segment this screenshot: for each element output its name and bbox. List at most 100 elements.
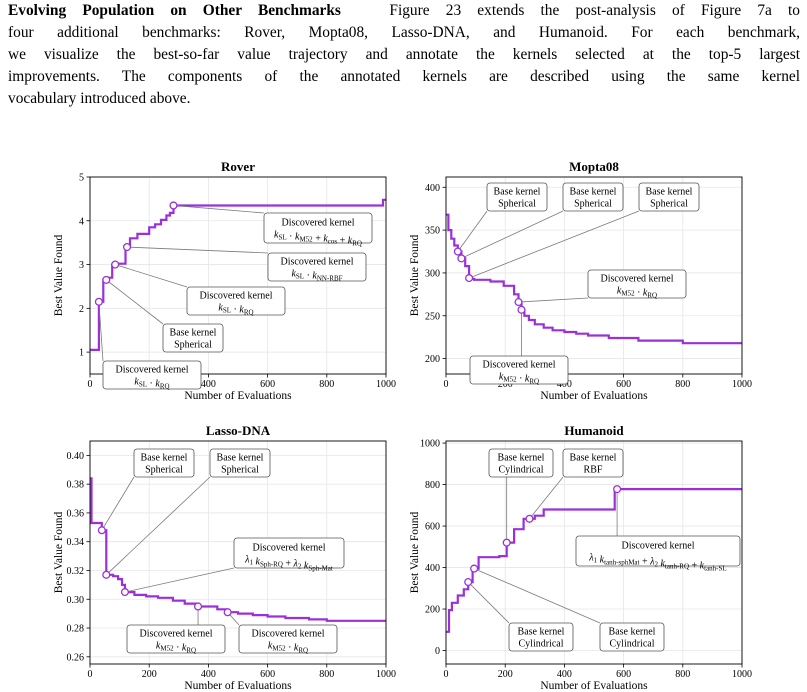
annotation-leader — [101, 476, 135, 531]
x-tick-label: 1000 — [376, 379, 396, 390]
x-tick-label: 800 — [675, 669, 690, 680]
y-tick-label: 0.32 — [67, 566, 85, 577]
annotation-box — [575, 535, 741, 567]
x-tick-label: 1000 — [376, 669, 396, 680]
y-tick-label: 4 — [79, 216, 84, 227]
annotation-leader — [468, 210, 640, 279]
series-line — [446, 488, 742, 633]
improvement-marker — [102, 275, 111, 284]
improvement-marker — [464, 578, 473, 587]
paragraph-line-4: improvements. The components of the anno… — [8, 68, 800, 85]
annotation-box — [587, 269, 687, 299]
y-tick-label: 0 — [435, 646, 440, 657]
annotation-line-2: Spherical — [221, 465, 259, 476]
annotation-leader — [467, 581, 510, 624]
annotation-math: kSL · kRQ — [218, 303, 253, 317]
x-tick-label: 200 — [498, 379, 513, 390]
y-tick-label: 0.28 — [67, 624, 85, 635]
y-tick-label: 400 — [425, 563, 440, 574]
annotation-box — [133, 448, 195, 478]
x-tick-label: 400 — [557, 669, 572, 680]
annotation-line-2: Spherical — [145, 465, 183, 476]
annotation-line-1: Base kernel — [498, 453, 545, 464]
annotation-math: kSL · kRQ — [134, 377, 169, 391]
x-axis-label: Number of Evaluations — [184, 680, 292, 692]
annotation-line-1: Base kernel — [570, 453, 617, 464]
annotation-line-1: Base kernel — [217, 453, 264, 464]
annotation-box — [209, 448, 271, 478]
x-tick-label: 0 — [88, 379, 93, 390]
annotation-line-1: Base kernel — [518, 627, 565, 638]
x-axis-label: Number of Evaluations — [540, 680, 648, 692]
annotation-box — [508, 622, 574, 652]
annotation-math: kSL · kNN-RBF — [291, 269, 342, 283]
y-tick-label: 5 — [79, 173, 84, 184]
x-tick-label: 1000 — [732, 669, 752, 680]
series-line — [90, 477, 386, 622]
paragraph-line-2: four additional benchmarks: Rover, Mopta… — [8, 24, 800, 41]
y-axis-label: Best Value Found — [409, 234, 421, 316]
annotation-math: kM52 · kRQ — [156, 641, 196, 655]
annotation-box — [263, 212, 373, 244]
y-tick-label: 200 — [425, 354, 440, 365]
annotation-box — [562, 448, 624, 478]
improvement-marker — [457, 254, 466, 263]
annotation-box — [486, 182, 548, 212]
axes-frame — [89, 176, 387, 375]
paragraph-line-3: we visualize the best-so-far value traje… — [8, 46, 800, 63]
chart-title: Humanoid — [564, 423, 624, 438]
annotation-leader — [173, 205, 265, 214]
annotation-box — [102, 360, 202, 390]
chart-title: Rover — [221, 159, 255, 174]
improvement-marker — [94, 297, 103, 306]
caption-paragraph: Evolving Population on Other Benchmarks … — [8, 0, 800, 110]
annotation-math: λ1 ktanh-sphMat + λ2 ktanh-RQ + ktanh-SL — [588, 553, 726, 573]
annotation-box — [186, 286, 286, 316]
improvement-marker — [122, 242, 132, 252]
improvement-marker — [169, 201, 178, 210]
annotation-leader — [124, 567, 235, 593]
annotation-line-2: Spherical — [498, 199, 536, 210]
x-tick-label: 600 — [260, 669, 275, 680]
x-tick-label: 600 — [616, 669, 631, 680]
x-tick-label: 800 — [319, 669, 334, 680]
y-tick-label: 0.34 — [67, 537, 85, 548]
x-tick-label: 0 — [444, 669, 449, 680]
annotation-leader — [473, 568, 601, 624]
improvement-marker — [465, 274, 474, 283]
y-tick-label: 3 — [79, 260, 84, 271]
x-tick-label: 400 — [201, 669, 216, 680]
chart-title: Mopta08 — [569, 159, 619, 174]
paragraph-line-1: Evolving Population on Other Benchmarks … — [8, 0, 800, 22]
x-tick-label: 800 — [675, 379, 690, 390]
annotation-box — [233, 537, 345, 569]
y-tick-label: 0.36 — [67, 508, 85, 519]
annotation-leader — [457, 210, 488, 252]
y-tick-label: 1 — [79, 348, 84, 359]
improvement-marker — [517, 305, 526, 314]
x-tick-label: 400 — [557, 379, 572, 390]
annotation-leader — [98, 301, 104, 362]
annotation-line-1: Discovered kernel — [621, 541, 694, 552]
annotation-leader — [115, 264, 188, 288]
annotation-box — [599, 622, 665, 652]
annotation-box — [162, 323, 224, 353]
annotation-line-2: Cylindrical — [499, 465, 544, 476]
annotation-box — [469, 355, 569, 385]
y-axis-label: Best Value Found — [53, 234, 65, 316]
y-tick-label: 400 — [425, 183, 440, 194]
annotation-leader — [126, 246, 269, 254]
annotation-leader — [106, 279, 164, 325]
annotation-line-1: Base kernel — [570, 187, 617, 198]
x-tick-label: 1000 — [732, 379, 752, 390]
